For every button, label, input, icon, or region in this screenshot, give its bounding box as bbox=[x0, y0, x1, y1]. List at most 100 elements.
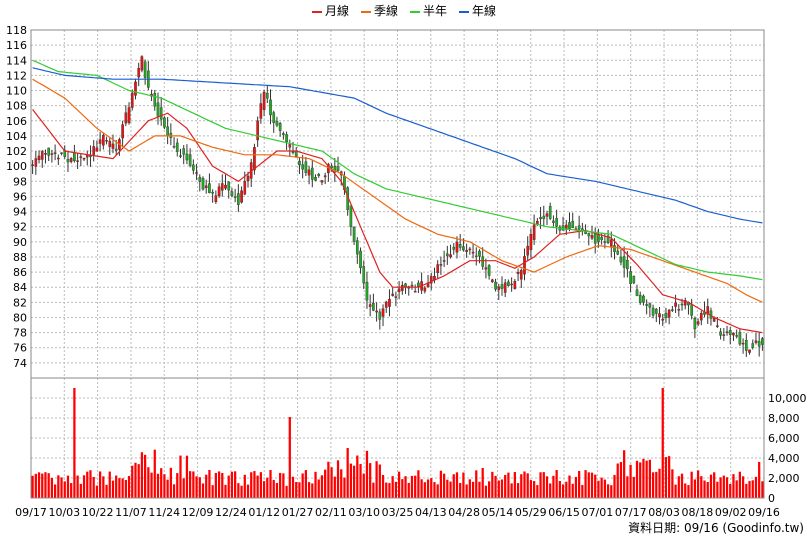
volume-bar bbox=[256, 475, 259, 498]
volume-bar bbox=[98, 471, 102, 498]
volume-bar bbox=[751, 480, 754, 498]
candle-body bbox=[455, 241, 459, 253]
candle-body bbox=[629, 271, 632, 284]
volume-bar bbox=[616, 463, 619, 498]
volume-bar bbox=[269, 470, 272, 498]
date-tick-label: 04/13 bbox=[415, 506, 447, 519]
volume-bar bbox=[465, 484, 468, 498]
candle-body bbox=[69, 158, 73, 162]
candle-body bbox=[761, 338, 764, 345]
candle-body bbox=[738, 331, 742, 345]
volume-bar bbox=[606, 484, 610, 498]
volume-bar bbox=[41, 473, 44, 498]
candle-body bbox=[60, 152, 63, 154]
date-tick-label: 03/10 bbox=[348, 506, 380, 519]
volume-bar bbox=[201, 483, 205, 498]
volume-bar bbox=[475, 470, 478, 498]
candle-body bbox=[462, 246, 465, 251]
candle-body bbox=[478, 250, 481, 257]
volume-bar bbox=[118, 478, 121, 498]
date-tick-label: 09/17 bbox=[15, 506, 47, 519]
candle-body bbox=[349, 205, 353, 227]
candle-body bbox=[37, 155, 41, 161]
candle-body bbox=[272, 112, 276, 123]
volume-bar bbox=[555, 470, 558, 498]
volume-bar bbox=[426, 479, 430, 498]
candle-body bbox=[108, 140, 112, 147]
volume-bar bbox=[459, 482, 462, 498]
volume-bar bbox=[317, 479, 320, 498]
candle-body bbox=[298, 160, 301, 166]
volume-tick-label: 8,000 bbox=[768, 412, 800, 425]
volume-bar bbox=[410, 475, 414, 498]
volume-bar bbox=[86, 471, 89, 498]
volume-bar bbox=[79, 483, 82, 498]
volume-bar bbox=[713, 472, 716, 498]
candle-body bbox=[352, 226, 356, 242]
candle-body bbox=[188, 154, 192, 166]
volume-bar bbox=[629, 464, 632, 498]
price-tick-label: 108 bbox=[6, 100, 27, 113]
ma-line bbox=[32, 78, 763, 303]
candle-body bbox=[365, 281, 369, 301]
volume-bar bbox=[552, 475, 555, 498]
volume-bar bbox=[362, 473, 365, 498]
candle-body bbox=[680, 303, 684, 306]
volume-bar bbox=[182, 478, 185, 498]
volume-bar bbox=[626, 476, 629, 498]
volume-bar bbox=[172, 484, 176, 498]
candle-body bbox=[748, 349, 751, 353]
volume-bar bbox=[160, 468, 163, 498]
volume-bar bbox=[53, 484, 57, 498]
candle-body bbox=[310, 167, 314, 180]
candle-body bbox=[757, 341, 761, 347]
volume-bar bbox=[150, 472, 153, 498]
date-tick-label: 12/09 bbox=[182, 506, 214, 519]
legend-swatch bbox=[311, 10, 322, 13]
candle-body bbox=[597, 234, 600, 242]
volume-bar bbox=[153, 449, 156, 498]
volume-bar bbox=[44, 472, 47, 498]
volume-bar bbox=[359, 463, 362, 498]
candle-body bbox=[227, 181, 231, 191]
candle-body bbox=[378, 311, 382, 320]
volume-bar bbox=[89, 470, 92, 498]
candle-body bbox=[568, 222, 571, 229]
legend-label: 月線 bbox=[324, 4, 349, 18]
candle-body bbox=[507, 281, 510, 286]
volume-bar bbox=[266, 477, 269, 498]
volume-bar bbox=[680, 473, 684, 498]
volume-bar bbox=[324, 469, 327, 498]
candle-body bbox=[179, 155, 182, 157]
price-tick-label: 94 bbox=[13, 206, 27, 219]
volume-bar bbox=[526, 473, 529, 498]
volume-bar bbox=[73, 388, 76, 498]
volume-bar bbox=[298, 482, 301, 498]
price-tick-label: 106 bbox=[6, 115, 27, 128]
volume-bar bbox=[513, 472, 516, 498]
volume-bar bbox=[227, 475, 230, 498]
volume-bar bbox=[365, 450, 369, 498]
candle-body bbox=[613, 245, 616, 252]
candle-body bbox=[449, 254, 452, 258]
candle-body bbox=[282, 133, 285, 135]
volume-bar bbox=[414, 475, 417, 498]
volume-bar bbox=[635, 460, 639, 498]
candle-body bbox=[359, 250, 362, 269]
price-tick-label: 76 bbox=[13, 342, 27, 355]
legend-swatch bbox=[459, 10, 470, 13]
candle-body bbox=[262, 91, 266, 110]
candle-body bbox=[642, 295, 645, 303]
volume-bar bbox=[147, 467, 150, 498]
candle-body bbox=[40, 151, 44, 160]
candle-body bbox=[683, 300, 687, 306]
volume-bar bbox=[491, 471, 494, 498]
candle-body bbox=[330, 165, 333, 169]
candle-body bbox=[728, 329, 732, 335]
volume-bar bbox=[533, 481, 536, 498]
candle-body bbox=[590, 235, 594, 239]
volume-bar bbox=[166, 479, 169, 498]
date-tick-label: 12/24 bbox=[215, 506, 247, 519]
volume-bar bbox=[208, 470, 211, 498]
